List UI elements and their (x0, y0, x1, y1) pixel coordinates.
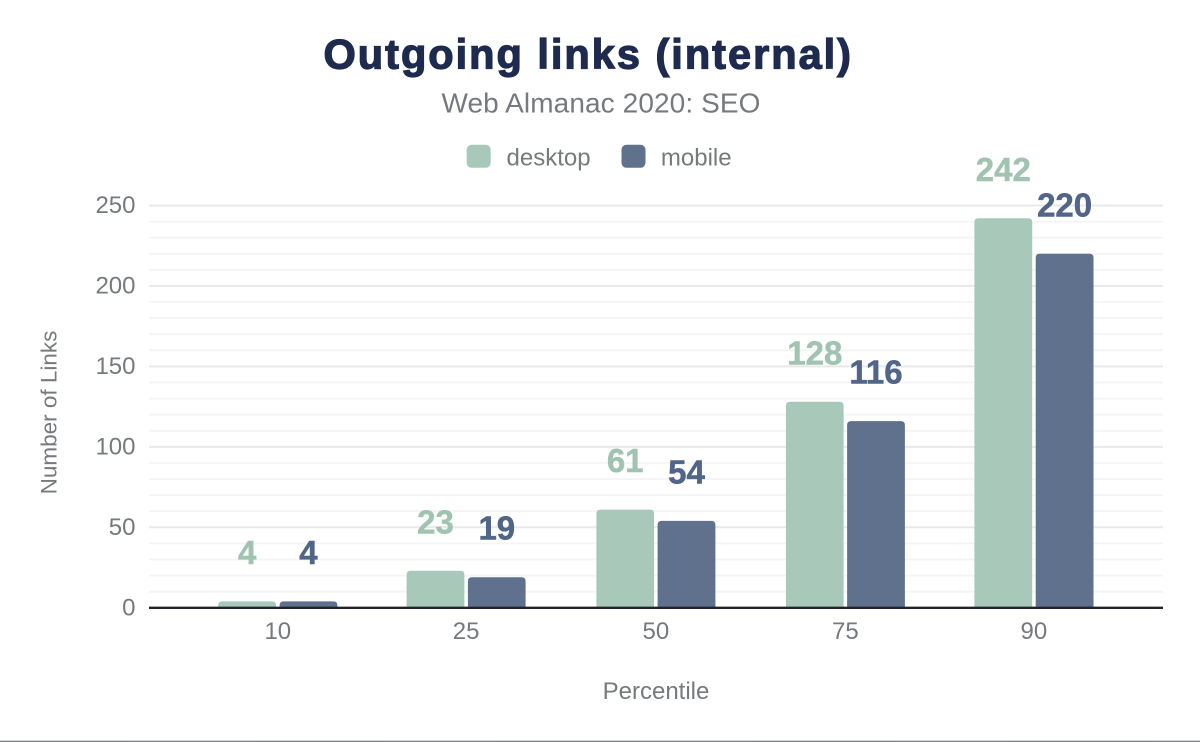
svg-text:54: 54 (668, 453, 705, 490)
svg-text:50: 50 (109, 514, 136, 541)
svg-text:200: 200 (95, 272, 135, 299)
svg-text:150: 150 (95, 353, 135, 380)
svg-text:4: 4 (299, 534, 318, 571)
svg-text:0: 0 (122, 594, 135, 621)
svg-text:10: 10 (264, 618, 291, 645)
svg-text:Outgoing links (internal): Outgoing links (internal) (324, 30, 852, 77)
svg-text:25: 25 (453, 618, 480, 645)
svg-text:mobile: mobile (661, 144, 732, 171)
svg-text:4: 4 (238, 534, 257, 571)
svg-text:Percentile: Percentile (603, 678, 710, 705)
svg-text:50: 50 (643, 618, 670, 645)
svg-text:75: 75 (832, 618, 859, 645)
svg-text:23: 23 (417, 503, 454, 540)
svg-text:desktop: desktop (507, 144, 591, 171)
svg-text:Web Almanac 2020: SEO: Web Almanac 2020: SEO (441, 87, 760, 118)
svg-text:242: 242 (976, 151, 1031, 188)
svg-text:19: 19 (478, 510, 515, 547)
svg-text:250: 250 (95, 192, 135, 219)
svg-text:100: 100 (95, 433, 135, 460)
svg-text:90: 90 (1021, 618, 1048, 645)
svg-text:220: 220 (1037, 186, 1092, 223)
svg-text:128: 128 (787, 334, 842, 371)
svg-text:116: 116 (849, 354, 902, 391)
svg-text:Number of Links: Number of Links (37, 331, 62, 495)
svg-text:61: 61 (607, 442, 644, 479)
